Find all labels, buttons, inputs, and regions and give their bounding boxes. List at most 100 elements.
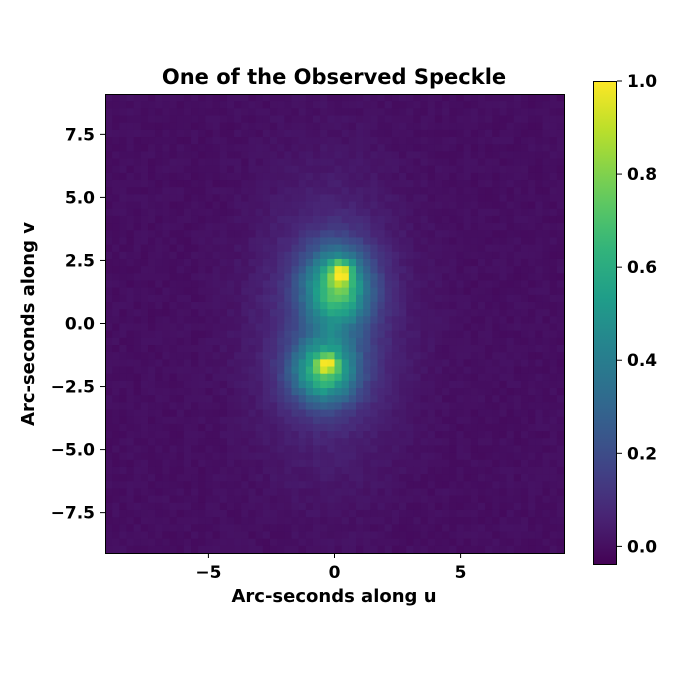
heatmap-cell xyxy=(155,287,163,296)
heatmap-cell xyxy=(248,438,257,447)
heatmap-cell xyxy=(442,258,450,267)
heatmap-cell xyxy=(420,301,429,310)
heatmap-cell xyxy=(269,452,278,461)
heatmap-cell xyxy=(234,402,242,411)
colorbar-ticks: 0.00.20.40.60.81.0 xyxy=(617,72,657,557)
heatmap-cell xyxy=(269,180,278,188)
heatmap-cell xyxy=(126,481,135,490)
heatmap-cell xyxy=(248,531,257,540)
heatmap-cell xyxy=(155,137,163,145)
heatmap-cell xyxy=(119,423,128,432)
heatmap-cell xyxy=(485,517,493,525)
heatmap-cell xyxy=(140,330,149,339)
heatmap-cell xyxy=(520,180,529,188)
heatmap-cell xyxy=(183,309,192,317)
heatmap-cell xyxy=(449,452,458,461)
heatmap-cell xyxy=(334,251,343,260)
heatmap-cell xyxy=(248,423,257,432)
heatmap-cell xyxy=(119,180,128,188)
heatmap-cell xyxy=(176,402,185,411)
heatmap-cell xyxy=(463,115,472,124)
heatmap-cell xyxy=(549,215,558,224)
heatmap-cell xyxy=(427,115,436,124)
heatmap-cell xyxy=(449,215,458,224)
heatmap-cell xyxy=(520,330,529,339)
heatmap-cell xyxy=(434,481,443,490)
heatmap-cell xyxy=(191,158,199,167)
heatmap-cell xyxy=(162,380,171,389)
heatmap-cell xyxy=(191,502,199,511)
heatmap-cell xyxy=(420,194,429,203)
heatmap-cell xyxy=(291,258,300,267)
heatmap-cell xyxy=(327,115,336,124)
heatmap-cell xyxy=(198,481,206,490)
heatmap-cell xyxy=(434,223,443,231)
heatmap-cell xyxy=(413,495,422,504)
heatmap-cell xyxy=(413,137,422,145)
heatmap-cell xyxy=(119,273,128,282)
heatmap-cell xyxy=(477,316,486,325)
heatmap-cell xyxy=(298,359,307,368)
heatmap-cell xyxy=(212,273,221,282)
heatmap-cell xyxy=(513,122,522,131)
heatmap-cell xyxy=(212,545,221,554)
heatmap-cell xyxy=(148,438,156,447)
heatmap-cell xyxy=(420,323,429,332)
heatmap-cell xyxy=(506,524,515,533)
heatmap-cell xyxy=(556,423,565,432)
heatmap-cell xyxy=(105,431,113,439)
heatmap-cell xyxy=(320,502,328,511)
heatmap-cell xyxy=(320,144,328,152)
heatmap-cell xyxy=(105,301,113,310)
heatmap-cell xyxy=(320,244,328,253)
heatmap-cell xyxy=(176,459,185,468)
heatmap-cell xyxy=(105,180,113,188)
heatmap-cell xyxy=(377,409,386,418)
heatmap-cell xyxy=(126,445,135,454)
heatmap-cell xyxy=(542,488,551,497)
heatmap-cell xyxy=(456,187,465,195)
heatmap-cell xyxy=(269,538,278,547)
heatmap-cell xyxy=(226,158,235,167)
heatmap-cell xyxy=(191,230,199,239)
heatmap-cell xyxy=(277,545,285,554)
heatmap-cell xyxy=(535,545,544,554)
heatmap-cell xyxy=(542,180,551,188)
heatmap-cell xyxy=(205,165,214,174)
heatmap-cell xyxy=(485,545,493,554)
heatmap-cell xyxy=(377,359,386,368)
heatmap-cell xyxy=(255,158,264,167)
heatmap-cell xyxy=(370,509,379,518)
heatmap-cell xyxy=(248,409,257,418)
heatmap-cell xyxy=(262,438,271,447)
heatmap-cell xyxy=(105,230,113,239)
heatmap-cell xyxy=(105,266,113,274)
heatmap-cell xyxy=(449,423,458,432)
heatmap-cell xyxy=(198,165,206,174)
heatmap-cell xyxy=(298,251,307,260)
heatmap-cell xyxy=(155,509,163,518)
heatmap-cell xyxy=(363,180,371,188)
heatmap-cell xyxy=(528,495,536,504)
heatmap-cell xyxy=(413,230,422,239)
heatmap-cell xyxy=(406,366,414,375)
heatmap-cell xyxy=(363,244,371,253)
heatmap-cell xyxy=(305,380,314,389)
heatmap-cell xyxy=(320,194,328,203)
heatmap-cell xyxy=(269,531,278,540)
heatmap-cell xyxy=(226,359,235,368)
heatmap-cell xyxy=(248,359,257,368)
heatmap-cell xyxy=(162,194,171,203)
heatmap-cell xyxy=(542,144,551,152)
heatmap-cell xyxy=(183,129,192,138)
heatmap-cell xyxy=(549,316,558,325)
heatmap-cell xyxy=(399,280,407,289)
heatmap-cell xyxy=(399,352,407,360)
heatmap-cell xyxy=(334,502,343,511)
heatmap-cell xyxy=(535,466,544,475)
heatmap-cell xyxy=(535,509,544,518)
heatmap-cell xyxy=(370,158,379,167)
heatmap-cell xyxy=(262,115,271,124)
heatmap-cell xyxy=(341,466,350,475)
heatmap-cell xyxy=(277,266,285,274)
